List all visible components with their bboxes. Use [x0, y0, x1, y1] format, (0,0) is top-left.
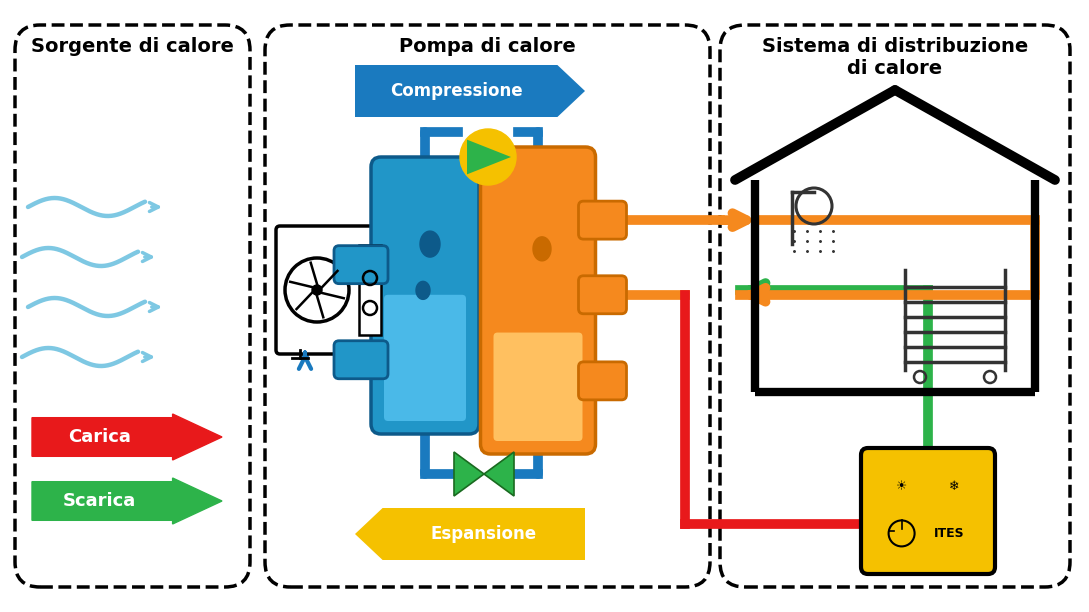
Text: ❄: ❄	[950, 480, 959, 493]
Circle shape	[460, 129, 516, 185]
Polygon shape	[454, 452, 484, 496]
FancyBboxPatch shape	[371, 157, 479, 434]
Polygon shape	[355, 508, 585, 560]
FancyBboxPatch shape	[265, 25, 710, 587]
Text: Pompa di calore: Pompa di calore	[400, 37, 576, 56]
FancyBboxPatch shape	[578, 276, 626, 314]
Polygon shape	[355, 65, 585, 117]
Polygon shape	[484, 452, 514, 496]
FancyBboxPatch shape	[276, 226, 389, 354]
Text: ☀: ☀	[896, 480, 907, 493]
Polygon shape	[32, 478, 222, 524]
FancyBboxPatch shape	[384, 295, 466, 421]
FancyBboxPatch shape	[493, 332, 583, 441]
Text: Espansione: Espansione	[431, 525, 537, 543]
Polygon shape	[420, 231, 440, 257]
FancyBboxPatch shape	[15, 25, 250, 587]
FancyBboxPatch shape	[578, 362, 626, 400]
FancyBboxPatch shape	[480, 147, 596, 454]
Polygon shape	[32, 414, 222, 460]
Circle shape	[313, 285, 322, 295]
FancyBboxPatch shape	[334, 245, 388, 283]
Bar	[359, 245, 381, 335]
FancyBboxPatch shape	[720, 25, 1070, 587]
Polygon shape	[416, 282, 430, 299]
Polygon shape	[467, 140, 511, 174]
Text: Carica: Carica	[68, 428, 131, 446]
Text: Sorgente di calore: Sorgente di calore	[32, 37, 234, 56]
Text: ITES: ITES	[934, 527, 965, 540]
Text: Compressione: Compressione	[390, 82, 523, 100]
FancyBboxPatch shape	[334, 341, 388, 379]
Text: Scarica: Scarica	[63, 492, 136, 510]
Text: Sistema di distribuzione
di calore: Sistema di distribuzione di calore	[762, 37, 1028, 78]
FancyBboxPatch shape	[578, 201, 626, 239]
Polygon shape	[533, 237, 551, 261]
FancyBboxPatch shape	[861, 448, 995, 574]
